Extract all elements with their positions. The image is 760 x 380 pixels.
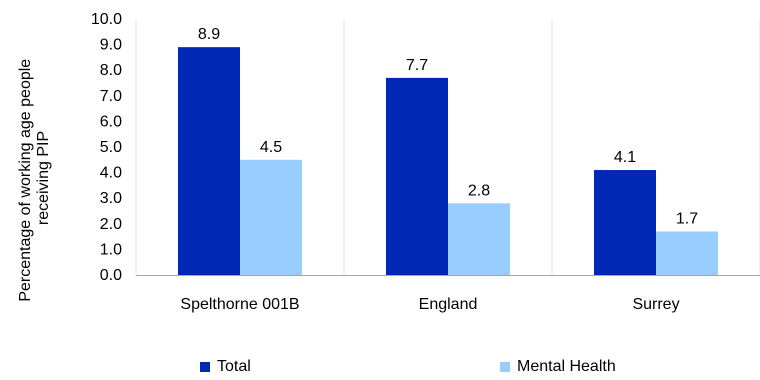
y-axis-title-line-2: receiving PIP xyxy=(35,131,52,225)
data-label: 4.1 xyxy=(614,149,636,166)
gridlines xyxy=(135,19,760,275)
legend-item-total: Total xyxy=(200,358,251,376)
legend-swatch-mental-health xyxy=(500,362,510,372)
y-tick-label: 2.0 xyxy=(100,216,122,233)
data-label: 8.9 xyxy=(198,26,220,43)
bar-total xyxy=(594,170,656,275)
data-label: 1.7 xyxy=(676,210,698,227)
y-tick-label: 4.0 xyxy=(100,165,122,182)
bar-total xyxy=(386,77,448,275)
legend-swatch-total xyxy=(200,362,210,372)
bars xyxy=(178,47,718,275)
y-tick-label: 10.0 xyxy=(91,11,122,28)
y-tick-label: 6.0 xyxy=(100,113,122,130)
legend-label-total: Total xyxy=(217,358,251,375)
x-category-label: England xyxy=(419,296,478,313)
x-category-label: Surrey xyxy=(632,296,679,313)
data-labels: 8.9 4.5 7.7 2.8 4.1 1.7 xyxy=(198,26,698,227)
bar-total xyxy=(178,47,240,275)
y-tick-label: 8.0 xyxy=(100,62,122,79)
y-tick-label: 7.0 xyxy=(100,88,122,105)
data-label: 2.8 xyxy=(468,182,490,199)
y-axis-title-line-1: Percentage of working age people xyxy=(17,59,34,302)
y-tick-labels: 0.0 1.0 2.0 3.0 4.0 5.0 6.0 7.0 8.0 9.0 10.0 xyxy=(91,11,122,284)
y-tick-label: 5.0 xyxy=(100,139,122,156)
bar-mental-health xyxy=(448,203,510,275)
x-category-label: Spelthorne 001B xyxy=(180,296,299,313)
legend-item-mental-health: Mental Health xyxy=(500,358,616,376)
y-axis-title: Percentage of working age people receivi… xyxy=(17,54,52,301)
data-label: 7.7 xyxy=(406,57,428,74)
y-tick-label: 3.0 xyxy=(100,190,122,207)
legend: Total Mental Health xyxy=(0,358,760,380)
y-tick-label: 0.0 xyxy=(100,267,122,284)
y-tick-label: 9.0 xyxy=(100,37,122,54)
legend-label-mental-health: Mental Health xyxy=(517,358,616,375)
y-tick-label: 1.0 xyxy=(100,241,122,258)
x-category-labels: Spelthorne 001B England Surrey xyxy=(180,296,679,313)
data-label: 4.5 xyxy=(260,139,282,156)
bar-mental-health xyxy=(656,231,718,275)
bar-mental-health xyxy=(240,159,302,275)
